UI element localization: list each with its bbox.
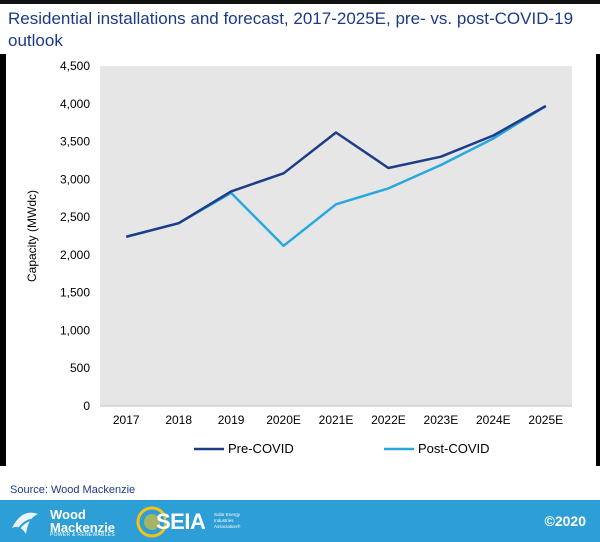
y-tick-label: 3,500 <box>60 135 90 149</box>
x-tick-label: 2022E <box>371 413 406 427</box>
legend-label: Pre-COVID <box>228 441 294 456</box>
seia-sun-icon <box>136 506 166 538</box>
y-tick-label: 1,500 <box>60 286 90 300</box>
copyright: ©2020 <box>544 513 586 529</box>
y-tick-label: 2,000 <box>60 248 90 262</box>
chart-title: Residential installations and forecast, … <box>8 9 574 50</box>
legend-label: Post-COVID <box>418 441 490 456</box>
y-tick-label: 3,000 <box>60 172 90 186</box>
top-strip <box>0 0 600 4</box>
footer-bar: Wood Mackenzie POWER & RENEWABLES SEIA S… <box>0 500 600 542</box>
seia-name: SEIA <box>156 509 206 534</box>
series-lines <box>125 104 547 248</box>
chart-container: 0 500 1,000 1,500 2,000 2,500 3,000 3,500 4,000 4… <box>8 60 592 468</box>
series-line-pre-covid <box>125 104 547 239</box>
wood-mackenzie-tagline: POWER & RENEWABLES <box>50 532 115 538</box>
wood-mackenzie-mark-icon <box>12 512 38 534</box>
y-tick-label: 500 <box>70 361 90 375</box>
seia-tagline: Solar Energy Industries Association® <box>214 512 241 529</box>
x-tick-label: 2017 <box>113 413 140 427</box>
source-note: Source: Wood Mackenzie <box>10 484 136 496</box>
y-tick-label: 2,500 <box>60 210 90 224</box>
x-tick-label: 2024E <box>476 413 511 427</box>
x-tick-label: 2019 <box>218 413 245 427</box>
y-tick-label: 1,000 <box>60 323 90 337</box>
seia-logo: SEIA Solar Energy Industries Association… <box>136 506 246 538</box>
wood-mackenzie-logo: Wood Mackenzie POWER & RENEWABLES <box>8 504 126 538</box>
x-tick-label: 2021E <box>319 413 354 427</box>
y-tick-label: 4,000 <box>60 97 90 111</box>
legend: Pre-COVID Post-COVID <box>194 441 490 456</box>
y-axis-label: Capacity (MWdc) <box>25 190 39 282</box>
wood-mackenzie-name: Wood Mackenzie <box>50 507 116 535</box>
line-chart: 0 500 1,000 1,500 2,000 2,500 3,000 3,500 4,000 4… <box>25 60 572 456</box>
x-axis-ticks: 2017 2018 2019 2020E 2021E 2022E 2023E 2024E 202… <box>113 413 563 427</box>
plot-area <box>100 66 572 406</box>
x-tick-label: 2025E <box>528 413 563 427</box>
y-tick-label: 0 <box>83 399 90 413</box>
x-tick-label: 2023E <box>424 413 459 427</box>
x-tick-label: 2020E <box>266 413 301 427</box>
frame-border-right <box>596 54 600 466</box>
x-tick-label: 2018 <box>165 413 192 427</box>
y-tick-label: 4,500 <box>60 60 90 73</box>
frame-border-left <box>0 54 6 466</box>
y-axis-ticks: 0 500 1,000 1,500 2,000 2,500 3,000 3,500 4,000 4… <box>60 60 90 413</box>
